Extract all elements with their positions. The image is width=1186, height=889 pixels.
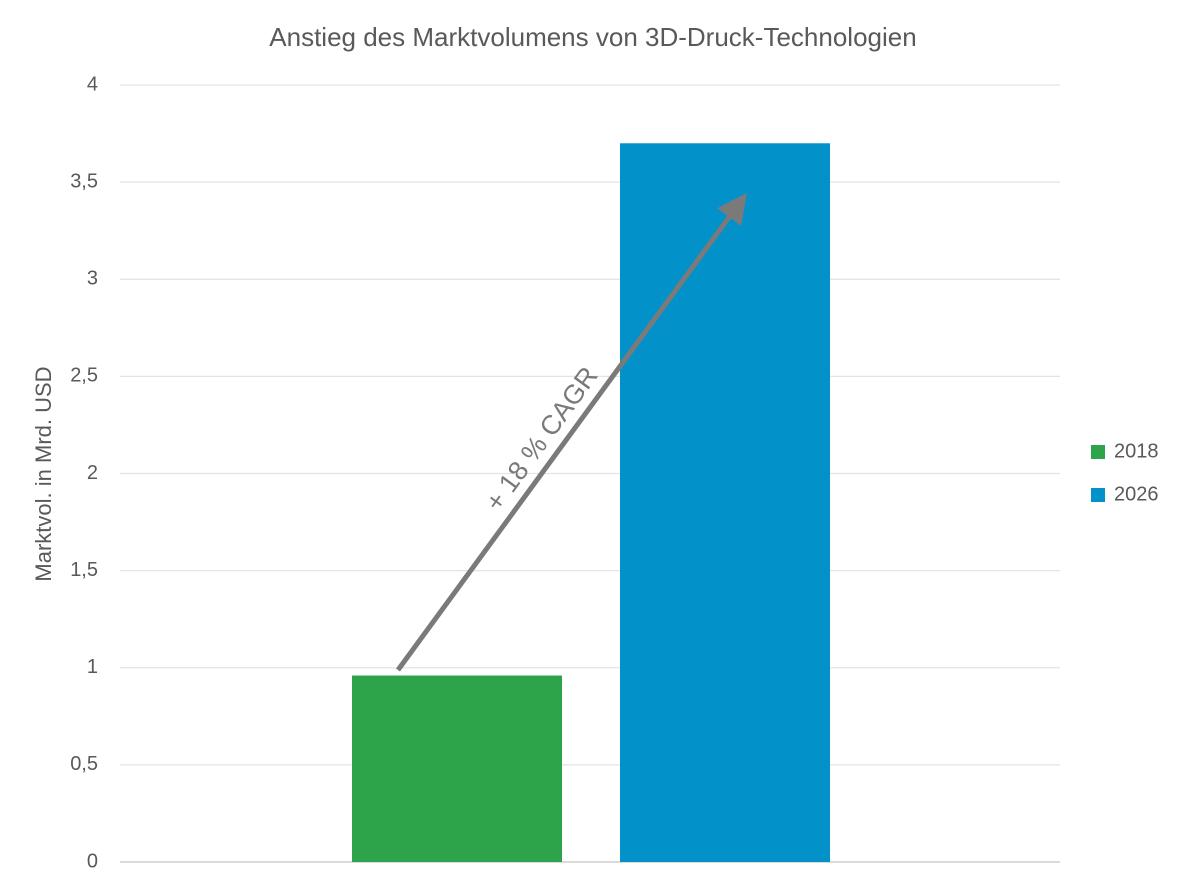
chart-title: Anstieg des Marktvolumens von 3D-Druck-T… [269,22,916,52]
y-tick-label: 1,5 [70,559,98,581]
legend-label: 2018 [1114,440,1159,462]
y-tick-label: 0 [87,850,98,872]
bar [620,143,830,862]
annotation: + 18 % CAGR [479,361,604,516]
y-tick-label: 3,5 [70,170,98,192]
y-tick-label: 1 [87,656,98,678]
bar [352,675,562,862]
y-axis-label: Marktvol. in Mrd. USD [31,366,56,581]
legend-swatch [1091,488,1105,502]
plot-area: 0 0,5 1 1,5 2 2,5 3 3,5 4 2018 2026 [70,73,1158,872]
y-tick-label: 3 [87,268,98,290]
legend-swatch [1091,445,1105,459]
y-tick-label: 2 [87,462,98,484]
growth-arrow [395,192,747,672]
y-tick-label: 2,5 [70,365,98,387]
y-tick-label: 0,5 [70,753,98,775]
y-tick-label: 4 [87,73,98,95]
legend-label: 2026 [1114,483,1159,505]
